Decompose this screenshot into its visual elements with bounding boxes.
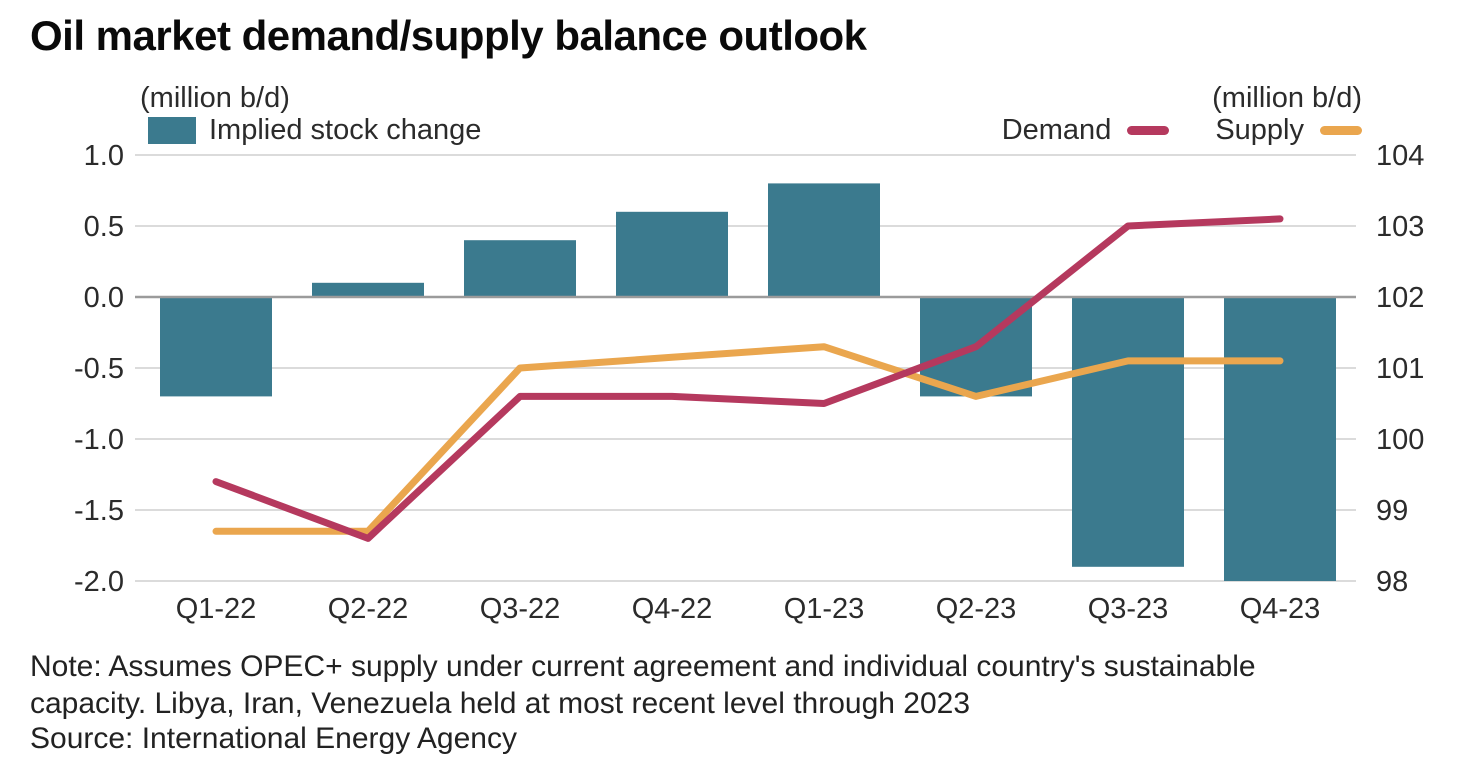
demand-line [212,215,1284,542]
bar-q4-23 [1224,297,1336,581]
x-axis-label: Q1-22 [176,593,257,625]
left-axis-tick: 0.5 [84,211,124,243]
legend-lines: Demand Supply [1002,114,1362,147]
legend-bar-label: Implied stock change [209,114,482,146]
left-axis-tick: -1.0 [74,424,124,456]
x-axis-label: Q4-22 [632,593,713,625]
left-axis-unit-label: (million b/d) [140,82,290,114]
right-axis-tick: 100 [1376,424,1424,456]
chart-svg: 1.0 0.5 0.0 -0.5 -1.0 -1.5 -2.0 104 103 102 101 100… [74,140,1424,625]
legend-implied-stock-change: Implied stock change [148,114,481,147]
supply-line [212,343,1284,535]
right-axis-tick: 103 [1376,211,1424,243]
x-axis-label: Q3-22 [480,593,561,625]
page-title: Oil market demand/supply balance outlook [30,12,867,59]
right-axis-unit-label: (million b/d) [1212,82,1362,114]
x-axis-label: Q3-23 [1088,593,1169,625]
right-axis-tick: 98 [1376,566,1408,598]
bar-q3-23 [1072,297,1184,567]
legend-demand-label: Demand [1001,114,1112,146]
x-axis-label: Q2-22 [328,593,409,625]
bar-q1-23 [768,183,880,297]
left-axis-tick: -1.5 [74,495,124,527]
chart-source: Source: International Energy Agency [30,722,517,755]
left-axis-tick: 0.0 [84,282,124,314]
x-axis-label: Q4-23 [1240,593,1321,625]
bar-q1-22 [160,297,272,397]
right-axis-tick: 101 [1376,353,1424,385]
demand-line-swatch-icon [1127,126,1170,135]
left-axis-tick: 1.0 [84,140,124,172]
right-axis-tick: 104 [1376,140,1424,172]
bar-q3-22 [464,240,576,297]
right-axis-tick: 102 [1376,282,1424,314]
supply-line-swatch-icon [1320,126,1362,135]
right-axis-tick: 99 [1376,495,1408,527]
left-axis-tick: -2.0 [74,566,124,598]
x-axis-label: Q2-23 [936,593,1017,625]
chart-note: Note: Assumes OPEC+ supply under current… [30,650,1256,720]
x-axis-label: Q1-23 [784,593,865,625]
bar-q2-22 [312,282,424,297]
bar-q4-22 [616,211,728,297]
bar-swatch-icon [148,117,196,144]
legend-supply-label: Supply [1215,114,1304,146]
left-axis-tick: -0.5 [74,353,124,385]
